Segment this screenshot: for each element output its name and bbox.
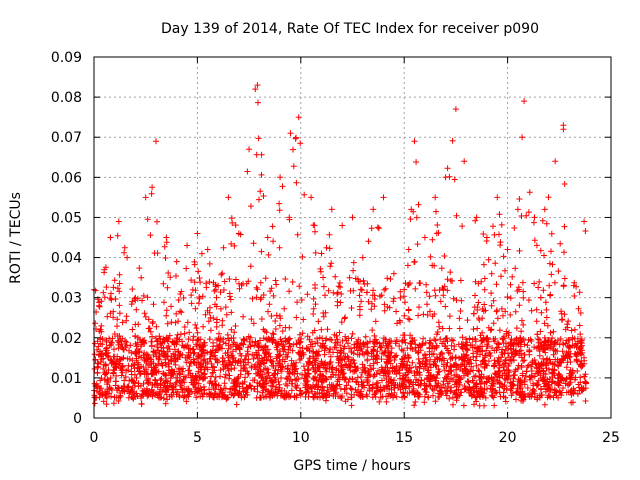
y-tick-labels: 0 0.01 0.02 0.03 0.04 0.05 0.06 0.07 0.08 0.09 xyxy=(51,50,82,427)
y-tick-label: 0.04 xyxy=(51,251,82,267)
data-points xyxy=(91,82,589,409)
x-tick-label: 25 xyxy=(602,430,620,446)
y-tick-label: 0.03 xyxy=(51,291,82,307)
y-tick-label: 0.06 xyxy=(51,170,82,186)
y-tick-label: 0.01 xyxy=(51,371,82,387)
x-tick-label: 5 xyxy=(193,430,202,446)
x-tick-label: 10 xyxy=(292,430,310,446)
y-tick-label: 0.02 xyxy=(51,331,82,347)
x-axis-title: GPS time / hours xyxy=(293,458,410,474)
chart-title: Day 139 of 2014, Rate Of TEC Index for r… xyxy=(161,21,539,37)
plot-frame xyxy=(93,56,612,419)
x-tick-labels: 0 5 10 15 20 25 xyxy=(90,430,620,446)
y-tick-label: 0.09 xyxy=(51,50,82,66)
y-tick-label: 0.05 xyxy=(51,210,82,226)
axis-ticks xyxy=(93,56,612,419)
y-axis-title: ROTI / TECUs xyxy=(8,192,24,284)
y-tick-label: 0.07 xyxy=(51,130,82,146)
x-tick-label: 20 xyxy=(499,430,517,446)
y-tick-label: 0.08 xyxy=(51,90,82,106)
x-tick-label: 0 xyxy=(90,430,99,446)
roti-points xyxy=(91,82,589,409)
y-tick-label: 0 xyxy=(73,411,82,427)
x-tick-label: 15 xyxy=(395,430,413,446)
